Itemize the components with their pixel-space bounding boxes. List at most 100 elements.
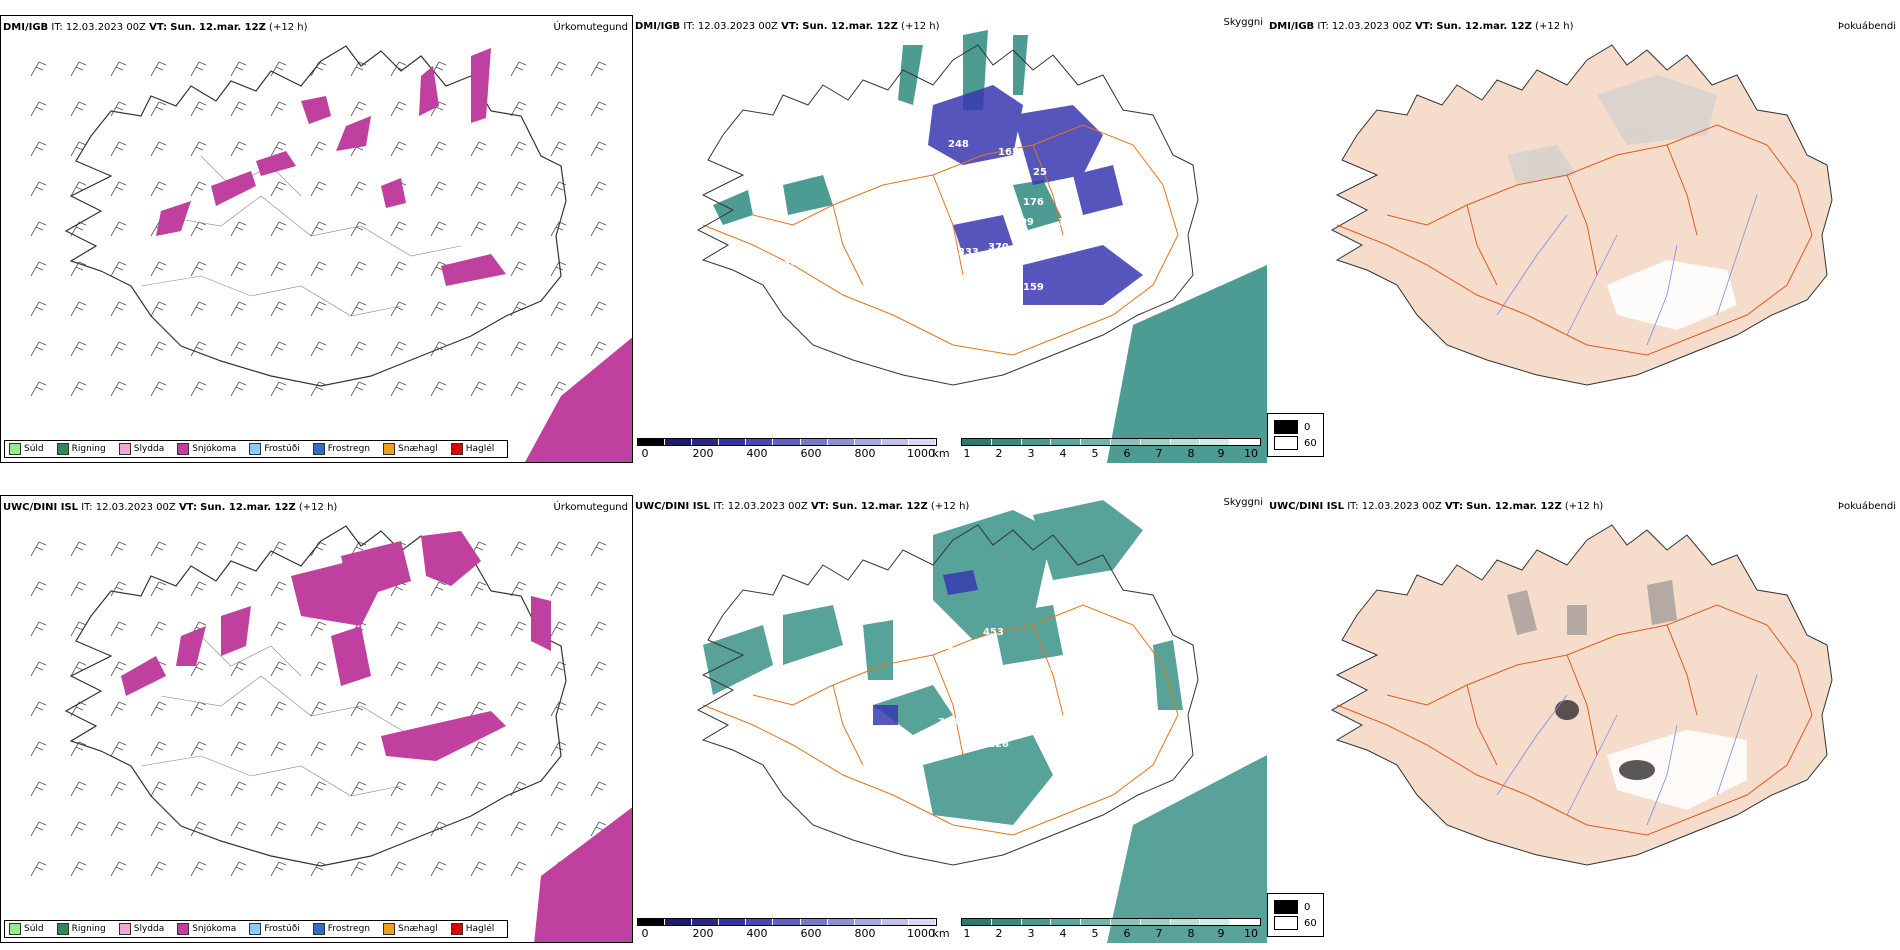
panel-header: DMI/IGB IT: 12.03.2023 00Z VT: Sun. 12.m…	[635, 21, 940, 32]
fog-swatch-white	[1274, 916, 1298, 930]
road-network	[1336, 124, 1813, 356]
value-label: 179	[1048, 662, 1069, 673]
ceiling-areas	[873, 570, 978, 725]
fog-legend: 0 60	[1267, 893, 1324, 937]
land-fill	[1332, 45, 1832, 385]
value-label: 348	[1013, 237, 1034, 248]
panel-title: Þokuábendi	[1837, 501, 1896, 512]
land-fill	[1332, 525, 1832, 865]
tick-label: 0	[641, 927, 649, 940]
legend-swatch	[9, 443, 21, 455]
fog-panel-dmi: DMI/IGB IT: 12.03.2023 00Z VT: Sun. 12.m…	[1267, 15, 1900, 463]
visibility-panel-uwc: UWC/DINI ISL IT: 12.03.2023 00Z VT: Sun.…	[633, 495, 1267, 943]
value-label: 165	[998, 147, 1019, 158]
tick-label: 10	[1244, 927, 1258, 940]
tick-label: 0	[641, 447, 649, 460]
fog-legend-row: 0	[1274, 900, 1317, 914]
visibility-colorbar-scale	[961, 918, 1261, 926]
precip-type-legend: Súld Rigning Slydda Snjókoma Frostúði Fr…	[4, 920, 509, 938]
tick-label: 10	[1244, 447, 1258, 460]
iceland-outline	[1330, 524, 1833, 866]
legend-item: Slydda	[118, 443, 164, 455]
tick-label: 7	[1155, 447, 1163, 460]
panel-header: UWC/DINI ISL IT: 12.03.2023 00Z VT: Sun.…	[635, 501, 970, 512]
ceiling-value-labels: 913 744 453 420 319 226 179	[778, 617, 1069, 750]
panel-title: Úrkomutegund	[553, 502, 628, 513]
value-label: 399	[1013, 217, 1034, 228]
legend-item: Rigning	[56, 923, 106, 935]
snow-areas	[121, 531, 632, 942]
tick-label: 600	[800, 447, 822, 460]
tick-label: 800	[854, 447, 876, 460]
fog-map	[1330, 44, 1833, 386]
legend-swatch	[312, 923, 325, 935]
fog-areas	[1507, 580, 1677, 635]
tick-label: 200	[692, 447, 714, 460]
tick-label: 3	[1027, 447, 1035, 460]
precip-panel-uwc: UWC/DINI ISL IT: 12.03.2023 00Z VT: Sun.…	[0, 495, 633, 943]
contour-lines	[140, 155, 462, 317]
value-label: 248	[948, 139, 969, 150]
value-label: 218	[973, 192, 994, 203]
precip-panel-dmi: DMI/IGB IT: 12.03.2023 00Z VT: Sun. 12.m…	[0, 15, 633, 463]
ceiling-colorbar-scale	[637, 918, 937, 926]
visibility-colorbar-scale	[961, 438, 1261, 446]
wind-barbs	[30, 61, 607, 397]
panel-title: Skyggni	[1223, 17, 1263, 28]
legend-item: Snæhagl	[383, 923, 438, 935]
tick-label: 8	[1187, 447, 1195, 460]
fog-areas	[1507, 75, 1717, 185]
legend-item: Snjókoma	[177, 443, 236, 455]
legend-item: Snjókoma	[177, 923, 236, 935]
visibility-colorbar: km 1 2 3 4 5 6 7 8 9 10	[932, 438, 1261, 460]
tick-label: 1000	[907, 927, 935, 940]
panel-title: Þokuábendi	[1837, 21, 1896, 32]
value-label: 264	[883, 267, 904, 278]
tick-label: 9	[1217, 447, 1225, 460]
legend-swatch	[249, 443, 262, 455]
value-label: 159	[1023, 282, 1044, 293]
fog-swatch-black	[1274, 900, 1298, 914]
legend-swatch	[383, 923, 396, 935]
tick-label: 600	[800, 927, 822, 940]
tick-label: 8	[1187, 927, 1195, 940]
legend-item: Súld	[9, 443, 44, 455]
legend-swatch	[383, 443, 396, 455]
value-label: 420	[778, 687, 799, 698]
legend-item: Rigning	[56, 443, 106, 455]
legend-item: Frostregn	[312, 443, 370, 455]
ceiling-colorbar: m 0 200 400 600 800 1000	[637, 918, 937, 940]
visibility-unit: km	[932, 447, 950, 460]
iceland-outline	[696, 524, 1199, 866]
precip-map	[30, 525, 632, 942]
legend-swatch	[56, 923, 69, 935]
tick-label: 6	[1123, 927, 1131, 940]
ceiling-ticks: m 0 200 400 600 800 1000	[637, 446, 937, 460]
ceiling-ticks: m 0 200 400 600 800 1000	[637, 926, 937, 940]
dense-fog	[1555, 700, 1655, 780]
visibility-unit: km	[932, 927, 950, 940]
tick-label: 7	[1155, 927, 1163, 940]
value-label: 337	[913, 287, 934, 298]
value-label: 36	[783, 257, 797, 268]
visibility-ticks: km 1 2 3 4 5 6 7 8 9 10	[932, 446, 1261, 460]
fog-legend-row: 60	[1274, 916, 1317, 930]
legend-swatch	[9, 923, 21, 935]
precip-type-legend: Súld Rigning Slydda Snjókoma Frostúði Fr…	[4, 440, 509, 458]
tick-label: 1000	[907, 447, 935, 460]
visibility-colorbar: km 1 2 3 4 5 6 7 8 9 10	[932, 918, 1261, 940]
legend-item: Snæhagl	[383, 443, 438, 455]
value-label: 176	[1023, 197, 1044, 208]
legend-swatch	[118, 443, 131, 455]
legend-item: Frostúði	[249, 443, 300, 455]
tick-label: 400	[746, 447, 768, 460]
value-label: 105	[853, 207, 874, 218]
ceiling-areas	[928, 85, 1143, 305]
value-label: 158	[1058, 217, 1079, 228]
value-label: 25	[1033, 167, 1047, 178]
legend-swatch	[450, 443, 463, 455]
fog-legend-row: 60	[1274, 436, 1317, 450]
tick-label: 4	[1059, 447, 1067, 460]
panel-title: Úrkomutegund	[553, 22, 628, 33]
panel-header: DMI/IGB IT: 12.03.2023 00Z VT: Sun. 12.m…	[3, 22, 308, 33]
